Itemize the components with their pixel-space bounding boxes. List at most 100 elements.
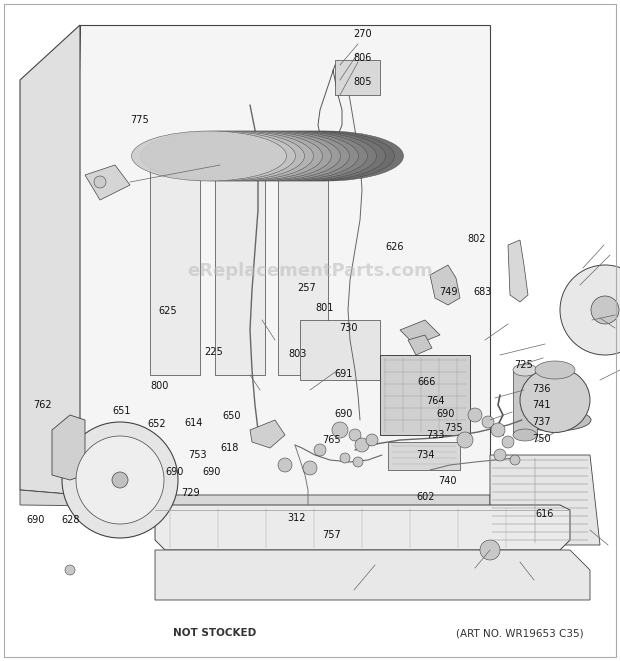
Text: 690: 690 bbox=[27, 514, 45, 525]
Text: 690: 690 bbox=[436, 408, 454, 419]
Text: 690: 690 bbox=[166, 467, 184, 477]
Circle shape bbox=[366, 434, 378, 446]
Polygon shape bbox=[388, 442, 460, 470]
Circle shape bbox=[510, 455, 520, 465]
Ellipse shape bbox=[231, 131, 386, 181]
Text: 740: 740 bbox=[438, 476, 457, 486]
Text: 775: 775 bbox=[130, 115, 149, 126]
Ellipse shape bbox=[221, 131, 376, 181]
Bar bbox=[513, 370, 537, 435]
Polygon shape bbox=[215, 155, 265, 375]
Text: 734: 734 bbox=[416, 449, 435, 460]
Circle shape bbox=[314, 444, 326, 456]
Polygon shape bbox=[155, 505, 570, 550]
Ellipse shape bbox=[513, 429, 537, 441]
Text: 750: 750 bbox=[533, 434, 551, 444]
Text: eReplacementParts.com: eReplacementParts.com bbox=[187, 262, 433, 280]
Ellipse shape bbox=[131, 131, 286, 181]
Text: 312: 312 bbox=[287, 513, 306, 524]
Text: 625: 625 bbox=[158, 305, 177, 316]
Polygon shape bbox=[70, 25, 490, 495]
Ellipse shape bbox=[149, 131, 304, 181]
Ellipse shape bbox=[520, 368, 590, 432]
Text: 730: 730 bbox=[339, 323, 358, 333]
Text: 729: 729 bbox=[182, 488, 200, 498]
Polygon shape bbox=[335, 60, 380, 95]
Ellipse shape bbox=[159, 131, 314, 181]
Text: 257: 257 bbox=[297, 283, 316, 293]
Circle shape bbox=[62, 422, 178, 538]
Circle shape bbox=[76, 436, 164, 524]
Text: 735: 735 bbox=[445, 423, 463, 434]
Text: 270: 270 bbox=[353, 29, 372, 40]
Text: 652: 652 bbox=[147, 419, 166, 430]
Text: 806: 806 bbox=[353, 53, 372, 63]
Circle shape bbox=[340, 453, 350, 463]
Text: 757: 757 bbox=[322, 530, 340, 541]
Text: 628: 628 bbox=[61, 514, 80, 525]
Circle shape bbox=[502, 436, 514, 448]
Ellipse shape bbox=[535, 361, 575, 379]
Ellipse shape bbox=[203, 131, 358, 181]
Text: 753: 753 bbox=[188, 449, 206, 460]
Polygon shape bbox=[508, 240, 528, 302]
Text: 762: 762 bbox=[33, 399, 51, 410]
Text: 737: 737 bbox=[533, 416, 551, 427]
Polygon shape bbox=[300, 320, 380, 380]
Polygon shape bbox=[85, 165, 130, 200]
Text: 690: 690 bbox=[203, 467, 221, 477]
Circle shape bbox=[349, 429, 361, 441]
Circle shape bbox=[480, 540, 500, 560]
Ellipse shape bbox=[167, 131, 322, 181]
Circle shape bbox=[303, 461, 317, 475]
Polygon shape bbox=[150, 155, 200, 375]
Circle shape bbox=[468, 408, 482, 422]
Circle shape bbox=[560, 265, 620, 355]
Text: 666: 666 bbox=[417, 377, 436, 387]
Text: 736: 736 bbox=[533, 383, 551, 394]
Text: 691: 691 bbox=[334, 369, 353, 379]
Text: 805: 805 bbox=[353, 77, 372, 87]
Polygon shape bbox=[380, 355, 470, 435]
Polygon shape bbox=[400, 320, 440, 345]
Text: 690: 690 bbox=[334, 408, 353, 419]
Ellipse shape bbox=[141, 131, 296, 181]
Circle shape bbox=[65, 565, 75, 575]
Text: 614: 614 bbox=[184, 418, 203, 428]
Text: 651: 651 bbox=[112, 406, 131, 416]
Text: 800: 800 bbox=[151, 381, 169, 391]
Text: 803: 803 bbox=[288, 349, 307, 360]
Text: NOT STOCKED: NOT STOCKED bbox=[174, 628, 257, 638]
Circle shape bbox=[355, 438, 369, 452]
Circle shape bbox=[457, 432, 473, 448]
Text: 733: 733 bbox=[426, 430, 445, 440]
Polygon shape bbox=[250, 420, 285, 448]
Circle shape bbox=[94, 176, 106, 188]
Ellipse shape bbox=[239, 131, 394, 181]
Text: 618: 618 bbox=[220, 443, 239, 453]
Text: 626: 626 bbox=[385, 242, 404, 253]
Polygon shape bbox=[20, 490, 490, 510]
Text: 683: 683 bbox=[473, 287, 492, 297]
Polygon shape bbox=[278, 155, 328, 375]
Ellipse shape bbox=[213, 131, 368, 181]
Circle shape bbox=[482, 416, 494, 428]
Text: 802: 802 bbox=[467, 234, 485, 245]
Circle shape bbox=[112, 472, 128, 488]
Text: 764: 764 bbox=[426, 395, 445, 406]
Polygon shape bbox=[155, 550, 590, 600]
Text: 602: 602 bbox=[416, 492, 435, 502]
Text: 225: 225 bbox=[205, 346, 223, 357]
Ellipse shape bbox=[519, 409, 591, 431]
Ellipse shape bbox=[249, 131, 404, 181]
Text: 749: 749 bbox=[440, 287, 458, 297]
Text: 616: 616 bbox=[535, 509, 554, 520]
Polygon shape bbox=[20, 25, 80, 495]
Circle shape bbox=[491, 423, 505, 437]
Circle shape bbox=[353, 457, 363, 467]
Circle shape bbox=[494, 449, 506, 461]
Polygon shape bbox=[408, 335, 432, 355]
Text: 725: 725 bbox=[514, 360, 533, 370]
Ellipse shape bbox=[177, 131, 332, 181]
Ellipse shape bbox=[195, 131, 350, 181]
